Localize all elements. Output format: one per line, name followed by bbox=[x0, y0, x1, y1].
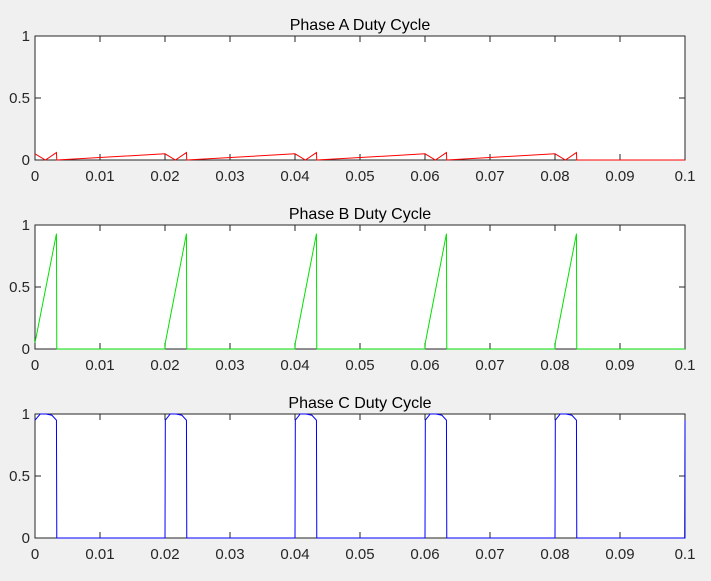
y-tick-label: 0 bbox=[22, 341, 30, 358]
x-tick-label: 0.05 bbox=[345, 168, 374, 185]
y-tick-label: 0 bbox=[22, 152, 30, 169]
x-tick-label: 0.03 bbox=[215, 168, 244, 185]
x-tick-label: 0.02 bbox=[150, 357, 179, 374]
x-tick-label: 0.05 bbox=[345, 357, 374, 374]
x-tick-label: 0.04 bbox=[280, 168, 309, 185]
x-tick-label: 0.07 bbox=[475, 168, 504, 185]
y-tick-label: 1 bbox=[22, 217, 30, 234]
subplot-phase-a: Phase A Duty Cycle 0 0.01 0.02 0.03 0.04 0.05… bbox=[9, 17, 695, 185]
plot-area bbox=[34, 413, 686, 539]
y-tick-label: 0.5 bbox=[9, 468, 30, 485]
series-line bbox=[34, 413, 686, 539]
series-lines bbox=[34, 151, 685, 161]
x-tick-label: 0.1 bbox=[675, 357, 696, 374]
subplot-phase-c: Phase C Duty Cycle 0 0.01 0.02 0.03 0.04 0.05… bbox=[9, 395, 695, 563]
y-tick-label: 1 bbox=[22, 28, 30, 45]
x-tick-label: 0.06 bbox=[410, 357, 439, 374]
x-tick-label: 0 bbox=[31, 546, 39, 563]
ticks: 0 0.01 0.02 0.03 0.04 0.05 0.06 0.07 0.08 0.09 0.1… bbox=[9, 28, 695, 185]
plot-title: Phase A Duty Cycle bbox=[290, 17, 431, 34]
x-tick-label: 0.07 bbox=[475, 357, 504, 374]
plot-area bbox=[34, 224, 686, 350]
x-tick-label: 0.08 bbox=[540, 357, 569, 374]
x-tick-label: 0.04 bbox=[280, 357, 309, 374]
x-tick-label: 0.1 bbox=[675, 546, 696, 563]
x-tick-label: 0.09 bbox=[605, 546, 634, 563]
ticks: 0 0.01 0.02 0.03 0.04 0.05 0.06 0.07 0.08 0.09 0.1… bbox=[9, 406, 695, 563]
x-tick-label: 0.06 bbox=[410, 168, 439, 185]
series-lines bbox=[34, 233, 685, 350]
plot-title: Phase C Duty Cycle bbox=[288, 395, 431, 412]
series-lines bbox=[34, 413, 686, 539]
x-tick-label: 0.08 bbox=[540, 546, 569, 563]
x-tick-label: 0.09 bbox=[605, 168, 634, 185]
x-tick-label: 0.05 bbox=[345, 546, 374, 563]
series-line bbox=[34, 233, 685, 350]
x-tick-label: 0.07 bbox=[475, 546, 504, 563]
x-tick-label: 0.03 bbox=[215, 546, 244, 563]
x-tick-label: 0.04 bbox=[280, 546, 309, 563]
x-tick-label: 0.01 bbox=[85, 546, 114, 563]
x-tick-label: 0.03 bbox=[215, 357, 244, 374]
x-tick-label: 0.08 bbox=[540, 168, 569, 185]
x-tick-label: 0.06 bbox=[410, 546, 439, 563]
x-tick-label: 0 bbox=[31, 168, 39, 185]
x-tick-label: 0 bbox=[31, 357, 39, 374]
y-tick-label: 0.5 bbox=[9, 279, 30, 296]
plot-area bbox=[34, 35, 686, 161]
subplot-phase-b: Phase B Duty Cycle 0 0.01 0.02 0.03 0.04 0.05… bbox=[9, 206, 695, 374]
x-tick-label: 0.01 bbox=[85, 357, 114, 374]
x-tick-label: 0.09 bbox=[605, 357, 634, 374]
y-tick-label: 1 bbox=[22, 406, 30, 423]
x-tick-label: 0.01 bbox=[85, 168, 114, 185]
series-line bbox=[34, 151, 685, 161]
x-tick-label: 0.02 bbox=[150, 168, 179, 185]
y-tick-label: 0 bbox=[22, 530, 30, 547]
y-tick-label: 0.5 bbox=[9, 90, 30, 107]
ticks: 0 0.01 0.02 0.03 0.04 0.05 0.06 0.07 0.08 0.09 0.1… bbox=[9, 217, 695, 374]
x-tick-label: 0.02 bbox=[150, 546, 179, 563]
plot-title: Phase B Duty Cycle bbox=[289, 206, 431, 223]
x-tick-label: 0.1 bbox=[675, 168, 696, 185]
